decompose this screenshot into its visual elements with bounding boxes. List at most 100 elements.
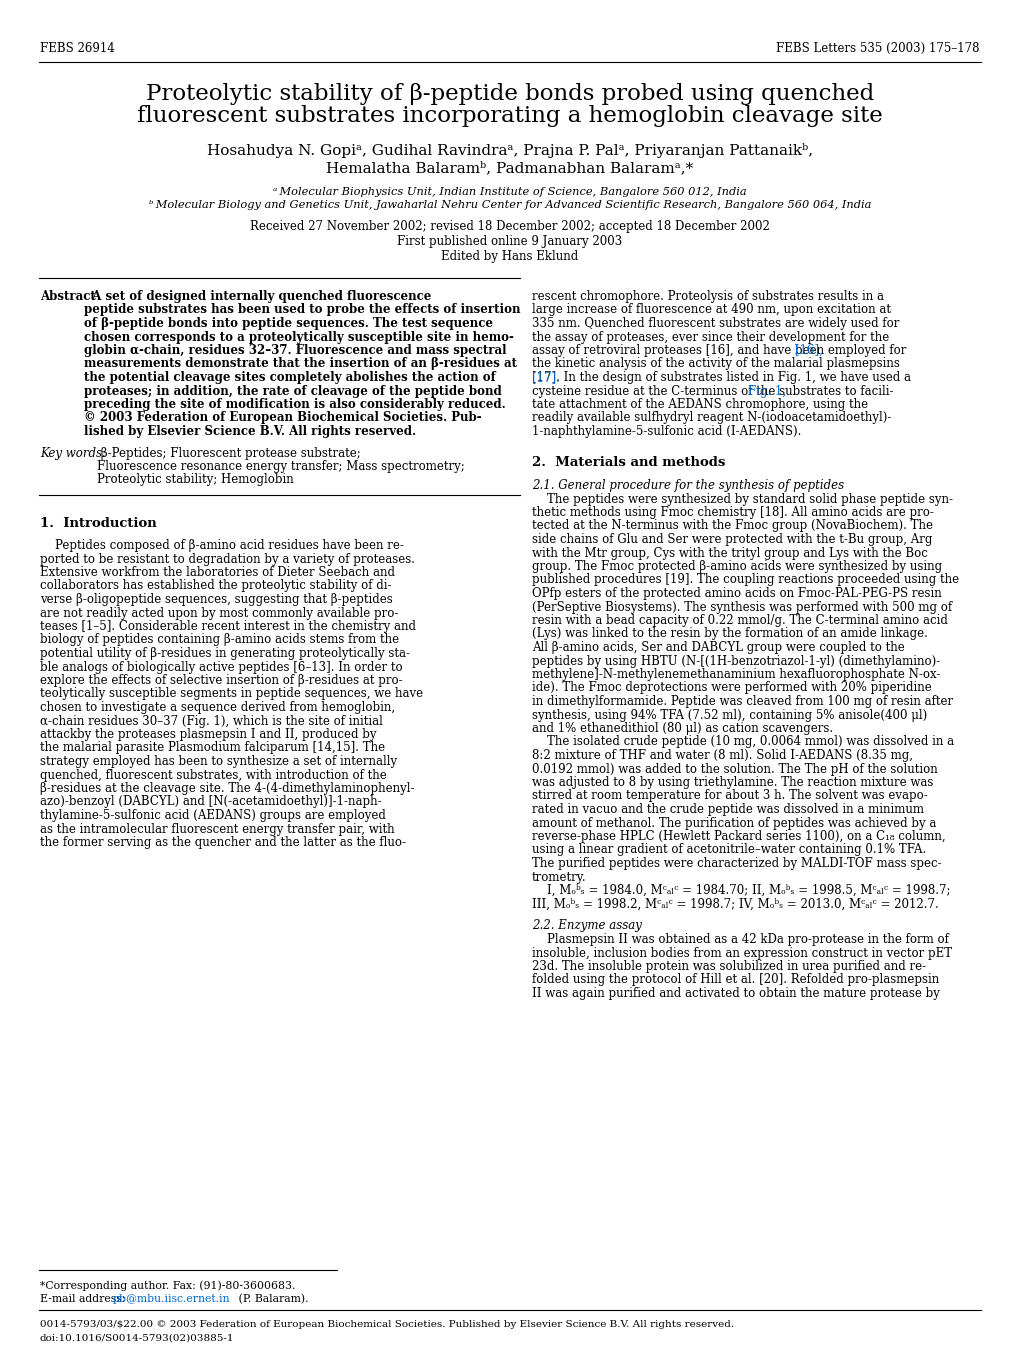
Text: doi:10.1016/S0014-5793(02)03885-1: doi:10.1016/S0014-5793(02)03885-1 [40, 1333, 234, 1343]
Text: Extensive workfrom the laboratories of Dieter Seebach and: Extensive workfrom the laboratories of D… [40, 567, 394, 579]
Text: measurements demonstrate that the insertion of an β-residues at: measurements demonstrate that the insert… [84, 357, 517, 370]
Text: was adjusted to 8 by using triethylamine. The reaction mixture was: was adjusted to 8 by using triethylamine… [532, 776, 932, 789]
Text: assay of retroviral proteases [16], and have been employed for: assay of retroviral proteases [16], and … [532, 345, 906, 357]
Text: teases [1–5]. Considerable recent interest in the chemistry and: teases [1–5]. Considerable recent intere… [40, 620, 416, 633]
Text: OPfp esters of the protected amino acids on Fmoc-PAL-PEG-PS resin: OPfp esters of the protected amino acids… [532, 587, 941, 601]
Text: Hemalatha Balaramᵇ, Padmanabhan Balaramᵃ,*: Hemalatha Balaramᵇ, Padmanabhan Balaramᵃ… [326, 161, 693, 174]
Text: The isolated crude peptide (10 mg, 0.0064 mmol) was dissolved in a: The isolated crude peptide (10 mg, 0.006… [532, 735, 953, 749]
Text: β-Peptides; Fluorescent protease substrate;: β-Peptides; Fluorescent protease substra… [97, 447, 361, 459]
Text: chosen corresponds to a proteolytically susceptible site in hemo-: chosen corresponds to a proteolytically … [84, 331, 514, 343]
Text: lished by Elsevier Science B.V. All rights reserved.: lished by Elsevier Science B.V. All righ… [84, 425, 416, 439]
Text: Fig. 1,: Fig. 1, [747, 384, 786, 398]
Text: ᵃ Molecular Biophysics Unit, Indian Institute of Science, Bangalore 560 012, Ind: ᵃ Molecular Biophysics Unit, Indian Inst… [273, 187, 746, 197]
Text: All β-amino acids, Ser and DABCYL group were coupled to the: All β-amino acids, Ser and DABCYL group … [532, 642, 904, 654]
Text: FEBS Letters 535 (2003) 175–178: FEBS Letters 535 (2003) 175–178 [775, 42, 979, 54]
Text: (P. Balaram).: (P. Balaram). [234, 1294, 308, 1305]
Text: α-chain residues 30–37 (Fig. 1), which is the site of initial: α-chain residues 30–37 (Fig. 1), which i… [40, 715, 382, 727]
Text: fluorescent substrates incorporating a hemoglobin cleavage site: fluorescent substrates incorporating a h… [137, 105, 882, 127]
Text: 2.1. General procedure for the synthesis of peptides: 2.1. General procedure for the synthesis… [532, 478, 844, 492]
Text: the malarial parasite Plasmodium falciparum [14,15]. The: the malarial parasite Plasmodium falcipa… [40, 741, 385, 755]
Text: insoluble, inclusion bodies from an expression construct in vector pET: insoluble, inclusion bodies from an expr… [532, 947, 951, 959]
Text: group. The Fmoc protected β-amino acids were synthesized by using: group. The Fmoc protected β-amino acids … [532, 560, 942, 573]
Text: 1.  Introduction: 1. Introduction [40, 518, 157, 530]
Text: explore the effects of selective insertion of β-residues at pro-: explore the effects of selective inserti… [40, 674, 403, 686]
Text: amount of methanol. The purification of peptides was achieved by a: amount of methanol. The purification of … [532, 816, 935, 829]
Text: Key words:: Key words: [40, 447, 106, 459]
Text: tected at the N-terminus with the Fmoc group (NovaBiochem). The: tected at the N-terminus with the Fmoc g… [532, 519, 932, 533]
Text: © 2003 Federation of European Biochemical Societies. Pub-: © 2003 Federation of European Biochemica… [84, 411, 481, 425]
Text: [17]. In the design of substrates listed in Fig. 1, we have used a: [17]. In the design of substrates listed… [532, 370, 910, 384]
Text: The purified peptides were characterized by MALDI-TOF mass spec-: The purified peptides were characterized… [532, 857, 941, 870]
Text: [16],: [16], [794, 345, 822, 357]
Text: strategy employed has been to synthesize a set of internally: strategy employed has been to synthesize… [40, 755, 396, 768]
Text: azo)-benzoyl (DABCYL) and [N(-acetamidoethyl)]-1-naph-: azo)-benzoyl (DABCYL) and [N(-acetamidoe… [40, 795, 381, 809]
Text: FEBS 26914: FEBS 26914 [40, 42, 115, 54]
Text: biology of peptides containing β-amino acids stems from the: biology of peptides containing β-amino a… [40, 633, 398, 647]
Text: teolytically susceptible segments in peptide sequences, we have: teolytically susceptible segments in pep… [40, 688, 423, 700]
Text: collaborators has established the proteolytic stability of di-: collaborators has established the proteo… [40, 579, 391, 592]
Text: in dimethylformamide. Peptide was cleaved from 100 mg of resin after: in dimethylformamide. Peptide was cleave… [532, 695, 952, 708]
Text: folded using the protocol of Hill et al. [20]. Refolded pro-plasmepsin: folded using the protocol of Hill et al.… [532, 974, 938, 986]
Text: A set of designed internally quenched fluorescence: A set of designed internally quenched fl… [84, 290, 431, 302]
Text: Received 27 November 2002; revised 18 December 2002; accepted 18 December 2002: Received 27 November 2002; revised 18 De… [250, 221, 769, 233]
Text: the kinetic analysis of the activity of the malarial plasmepsins: the kinetic analysis of the activity of … [532, 357, 899, 370]
Text: (Lys) was linked to the resin by the formation of an amide linkage.: (Lys) was linked to the resin by the for… [532, 628, 927, 640]
Text: are not readily acted upon by most commonly available pro-: are not readily acted upon by most commo… [40, 606, 398, 620]
Text: Edited by Hans Eklund: Edited by Hans Eklund [441, 251, 578, 263]
Text: Proteolytic stability; Hemoglobin: Proteolytic stability; Hemoglobin [97, 474, 293, 486]
Text: and 1% ethanedithiol (80 μl) as cation scavengers.: and 1% ethanedithiol (80 μl) as cation s… [532, 722, 833, 735]
Text: resin with a bead capacity of 0.22 mmol/g. The C-terminal amino acid: resin with a bead capacity of 0.22 mmol/… [532, 614, 947, 627]
Text: pb@mbu.iisc.ernet.in: pb@mbu.iisc.ernet.in [113, 1294, 230, 1303]
Text: 2.  Materials and methods: 2. Materials and methods [532, 456, 725, 470]
Text: methylene]-N-methylenemethanaminium hexafluorophosphate N-ox-: methylene]-N-methylenemethanaminium hexa… [532, 667, 940, 681]
Text: 1-naphthylamine-5-sulfonic acid (I-AEDANS).: 1-naphthylamine-5-sulfonic acid (I-AEDAN… [532, 425, 801, 439]
Text: Fluorescence resonance energy transfer; Mass spectrometry;: Fluorescence resonance energy transfer; … [97, 460, 465, 473]
Text: Abstract: Abstract [40, 290, 96, 302]
Text: the assay of proteases, ever since their development for the: the assay of proteases, ever since their… [532, 331, 889, 343]
Text: trometry.: trometry. [532, 870, 586, 884]
Text: 8:2 mixture of THF and water (8 ml). Solid I-AEDANS (8.35 mg,: 8:2 mixture of THF and water (8 ml). Sol… [532, 749, 912, 761]
Text: Plasmepsin II was obtained as a 42 kDa pro-protease in the form of: Plasmepsin II was obtained as a 42 kDa p… [532, 933, 948, 947]
Text: β-residues at the cleavage site. The 4-(4-dimethylaminophenyl-: β-residues at the cleavage site. The 4-(… [40, 782, 414, 795]
Text: *Corresponding author. Fax: (91)-80-3600683.: *Corresponding author. Fax: (91)-80-3600… [40, 1280, 296, 1291]
Text: peptide substrates has been used to probe the effects of insertion: peptide substrates has been used to prob… [84, 304, 520, 316]
Text: I, Mₒᵇₛ = 1984.0, Mᶜₐₗᶜ = 1984.70; II, Mₒᵇₛ = 1998.5, Mᶜₐₗᶜ = 1998.7;: I, Mₒᵇₛ = 1984.0, Mᶜₐₗᶜ = 1984.70; II, M… [532, 884, 950, 898]
Text: [17].: [17]. [532, 370, 559, 384]
Text: 23d. The insoluble protein was solubilized in urea purified and re-: 23d. The insoluble protein was solubiliz… [532, 960, 925, 972]
Text: thetic methods using Fmoc chemistry [18]. All amino acids are pro-: thetic methods using Fmoc chemistry [18]… [532, 507, 933, 519]
Text: (PerSeptive Biosystems). The synthesis was performed with 500 mg of: (PerSeptive Biosystems). The synthesis w… [532, 601, 951, 613]
Text: rated in vacuo and the crude peptide was dissolved in a minimum: rated in vacuo and the crude peptide was… [532, 804, 923, 816]
Text: globin α-chain, residues 32–37. Fluorescence and mass spectral: globin α-chain, residues 32–37. Fluoresc… [84, 345, 506, 357]
Text: 2.2. Enzyme assay: 2.2. Enzyme assay [532, 919, 641, 932]
Text: ide). The Fmoc deprotections were performed with 20% piperidine: ide). The Fmoc deprotections were perfor… [532, 681, 930, 695]
Text: Peptides composed of β-amino acid residues have been re-: Peptides composed of β-amino acid residu… [40, 539, 404, 552]
Text: rescent chromophore. Proteolysis of substrates results in a: rescent chromophore. Proteolysis of subs… [532, 290, 883, 302]
Text: E-mail address:: E-mail address: [40, 1294, 128, 1303]
Text: ported to be resistant to degradation by a variety of proteases.: ported to be resistant to degradation by… [40, 553, 415, 565]
Text: synthesis, using 94% TFA (7.52 ml), containing 5% anisole(400 μl): synthesis, using 94% TFA (7.52 ml), cont… [532, 708, 926, 722]
Text: stirred at room temperature for about 3 h. The solvent was evapo-: stirred at room temperature for about 3 … [532, 790, 927, 802]
Text: of β-peptide bonds into peptide sequences. The test sequence: of β-peptide bonds into peptide sequence… [84, 317, 492, 330]
Text: II was again purified and activated to obtain the mature protease by: II was again purified and activated to o… [532, 987, 938, 1000]
Text: ᵇ Molecular Biology and Genetics Unit, Jawaharlal Nehru Center for Advanced Scie: ᵇ Molecular Biology and Genetics Unit, J… [149, 200, 870, 210]
Text: cysteine residue at the C-terminus of the substrates to facili-: cysteine residue at the C-terminus of th… [532, 384, 893, 398]
Text: quenched, fluorescent substrates, with introduction of the: quenched, fluorescent substrates, with i… [40, 768, 386, 782]
Text: readily available sulfhydryl reagent N-(iodoacetamidoethyl)-: readily available sulfhydryl reagent N-(… [532, 411, 891, 425]
Text: the former serving as the quencher and the latter as the fluo-: the former serving as the quencher and t… [40, 836, 406, 849]
Text: peptides by using HBTU (N-[(1H-benzotriazol-1-yl) (dimethylamino)-: peptides by using HBTU (N-[(1H-benzotria… [532, 655, 940, 667]
Text: Proteolytic stability of β-peptide bonds probed using quenched: Proteolytic stability of β-peptide bonds… [146, 83, 873, 105]
Text: 0014-5793/03/$22.00 © 2003 Federation of European Biochemical Societies. Publish: 0014-5793/03/$22.00 © 2003 Federation of… [40, 1320, 734, 1329]
Text: side chains of Glu and Ser were protected with the t-Bu group, Arg: side chains of Glu and Ser were protecte… [532, 533, 931, 546]
Text: using a linear gradient of acetonitrile–water containing 0.1% TFA.: using a linear gradient of acetonitrile–… [532, 843, 925, 857]
Text: ble analogs of biologically active peptides [6–13]. In order to: ble analogs of biologically active pepti… [40, 661, 403, 673]
Text: First published online 9 January 2003: First published online 9 January 2003 [397, 236, 622, 248]
Text: verse β-oligopeptide sequences, suggesting that β-peptides: verse β-oligopeptide sequences, suggesti… [40, 592, 392, 606]
Text: tate attachment of the AEDANS chromophore, using the: tate attachment of the AEDANS chromophor… [532, 398, 867, 411]
Text: as the intramolecular fluorescent energy transfer pair, with: as the intramolecular fluorescent energy… [40, 823, 394, 835]
Text: published procedures [19]. The coupling reactions proceeded using the: published procedures [19]. The coupling … [532, 573, 958, 587]
Text: the potential cleavage sites completely abolishes the action of: the potential cleavage sites completely … [84, 370, 495, 384]
Text: potential utility of β-residues in generating proteolytically sta-: potential utility of β-residues in gener… [40, 647, 410, 661]
Text: with the Mtr group, Cys with the trityl group and Lys with the Boc: with the Mtr group, Cys with the trityl … [532, 546, 927, 560]
Text: proteases; in addition, the rate of cleavage of the peptide bond: proteases; in addition, the rate of clea… [84, 384, 501, 398]
Text: reverse-phase HPLC (Hewlett Packard series 1100), on a C₁₈ column,: reverse-phase HPLC (Hewlett Packard seri… [532, 829, 945, 843]
